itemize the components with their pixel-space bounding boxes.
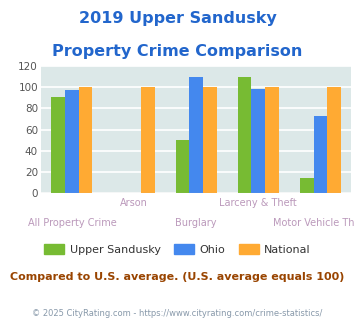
- Text: Arson: Arson: [120, 198, 148, 208]
- Bar: [251, 89, 265, 193]
- Text: © 2025 CityRating.com - https://www.cityrating.com/crime-statistics/: © 2025 CityRating.com - https://www.city…: [32, 309, 323, 318]
- Bar: [327, 87, 341, 193]
- Text: Larceny & Theft: Larceny & Theft: [219, 198, 297, 208]
- Bar: [79, 87, 92, 193]
- Text: Property Crime Comparison: Property Crime Comparison: [52, 44, 303, 59]
- Bar: [189, 77, 203, 193]
- Text: 2019 Upper Sandusky: 2019 Upper Sandusky: [78, 11, 277, 26]
- Bar: [51, 97, 65, 193]
- Bar: [141, 87, 154, 193]
- Bar: [65, 90, 79, 193]
- Text: All Property Crime: All Property Crime: [28, 218, 116, 228]
- Text: Compared to U.S. average. (U.S. average equals 100): Compared to U.S. average. (U.S. average …: [10, 272, 345, 282]
- Text: Motor Vehicle Theft: Motor Vehicle Theft: [273, 218, 355, 228]
- Bar: [238, 77, 251, 193]
- Text: Burglary: Burglary: [175, 218, 217, 228]
- Bar: [203, 87, 217, 193]
- Bar: [300, 178, 313, 193]
- Legend: Upper Sandusky, Ohio, National: Upper Sandusky, Ohio, National: [44, 244, 311, 254]
- Bar: [176, 140, 189, 193]
- Bar: [313, 116, 327, 193]
- Bar: [265, 87, 279, 193]
